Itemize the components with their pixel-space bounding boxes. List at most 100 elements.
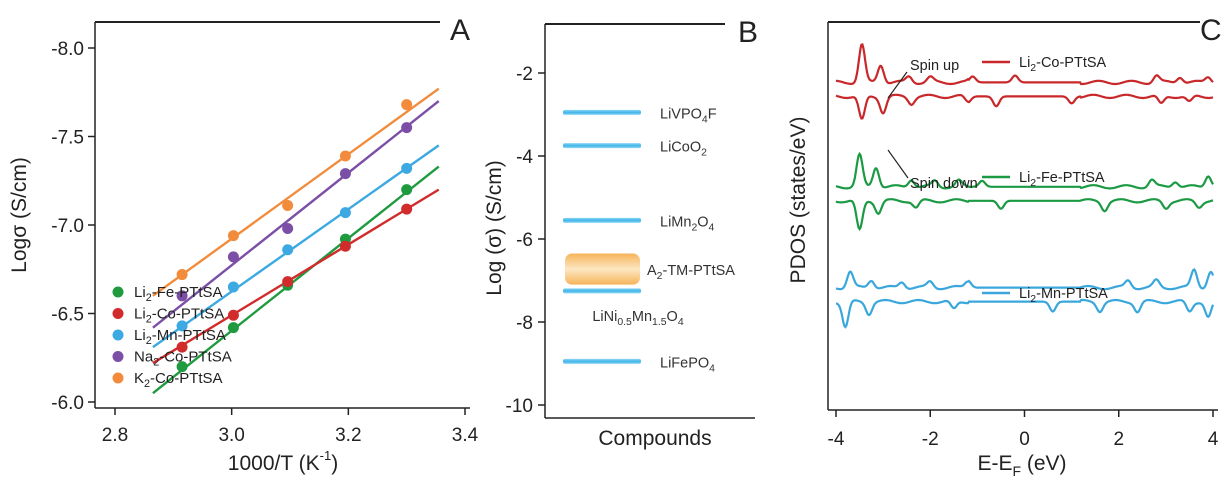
x-tick-label: 3.0 [218,425,244,446]
point-na2-co-pttsa [176,290,188,302]
point-li2-co-pttsa [176,341,188,353]
level-label-lini0-5mn1-5o4-part: 1.5 [652,317,667,328]
legend-label-na2-co-pttsa-part: -Co-PTtSA [159,349,232,366]
panel-c-curves [835,43,1215,329]
point-li2-fe-pttsa [227,322,239,334]
pdos-li2-fe-pttsa-spin-down [835,198,1214,231]
panel-a-x-label: 1000/T (K-1) [228,448,338,475]
band-label-a2-tm-pttsa: A2-TM-PTtSA [647,263,735,282]
spin-down-pointer [887,149,909,179]
panel-b-marks [563,109,641,364]
legend-marker-na2-co-pttsa [112,351,124,362]
panel-c-y-label: PDOS (states/eV) [787,117,810,284]
y-tick-label: -4 [516,147,533,168]
pdos-li2-co-pttsa-spin-down [835,93,1214,120]
level-limn2o4 [563,217,641,223]
legend-label-na2-co-pttsa-part: 2 [153,357,159,369]
point-li2-mn-pttsa [227,281,239,293]
legend-label-li2-mn-pttsa: Li2-Mn-PTtSA [1019,286,1108,305]
panel-b: B -2-4-6-8-10 A2-TM-PTtSALiVPO4FLiCoO2Li… [483,16,758,450]
spin-up-pointer [887,71,908,99]
fit-line-k2-co-pttsa [152,87,440,297]
legend-label-li2-co-pttsa-part: Li [134,306,146,323]
legend-label-li2-fe-pttsa-part: Li [1019,170,1030,186]
level-lini0-5mn1-5o4 [563,288,641,294]
legend-label-li2-co-pttsa: Li2-Co-PTtSA [1019,55,1107,74]
panel-a-legend: Li2-Fe-PTtSALi2-Co-PTtSALi2-Mn-PTtSANa2-… [112,284,232,390]
legend-label-li2-mn-pttsa-part: 2 [146,335,152,347]
y-tick-label: -6 [516,230,533,251]
legend-label-li2-mn-pttsa-part: -Mn-PTtSA [1036,286,1108,302]
point-k2-co-pttsa [227,230,239,242]
x-tick-label: 2 [1113,429,1124,450]
x-tick-label: 0 [1019,429,1030,450]
legend-label-li2-co-pttsa-part: 2 [146,314,152,326]
legend-label-li2-co-pttsa-part: -Co-PTtSA [1036,55,1106,71]
panel-b-y-ticks: -2 -4 -6 -8 -10 [506,64,545,417]
legend-label-li2-co-pttsa-part: Li [1019,55,1030,71]
x-tick-label: -4 [828,429,845,450]
legend-label-k2-co-pttsa-part: 2 [144,378,150,390]
legend-label-li2-mn-pttsa-part: -Mn-PTtSA [152,327,226,344]
legend-label-na2-co-pttsa: Na2-Co-PTtSA [134,349,232,369]
point-li2-mn-pttsa [339,207,351,219]
level-livpo4f [563,109,641,115]
level-label-lini0-5mn1-5o4-part: 4 [678,317,684,328]
level-label-lifepo4: LiFePO4 [660,355,715,374]
level-licoo2 [563,143,641,149]
legend-label-li2-fe-pttsa-part: -Fe-PTtSA [1036,170,1105,186]
level-label-limn2o4-part: O [697,214,708,230]
level-label-livpo4f-part: 4 [702,114,708,125]
legend-label-li2-fe-pttsa-part: 2 [146,292,152,304]
y-tick-label: -10 [506,396,533,417]
legend-label-k2-co-pttsa-part: K [134,370,144,387]
legend-label-li2-co-pttsa-part: -Co-PTtSA [152,306,225,323]
panel-a-y-label: Logσ (S/cm) [8,157,31,273]
legend-label-li2-co-pttsa: Li2-Co-PTtSA [134,306,224,326]
pdos-li2-mn-pttsa-spin-up [835,268,1215,291]
panel-b-labels: A2-TM-PTtSALiVPO4FLiCoO2LiMn2O4LiNi0.5Mn… [592,106,735,374]
panel-a: A -6.0-6.5-7.0-7.5-8.0 2.8 3.0 3.2 3.4 Li2-… [8,14,479,475]
spin-up-annotation: Spin up [910,58,959,74]
legend-label-li2-mn-pttsa-part: Li [134,327,146,344]
level-label-limn2o4-part: 4 [709,222,715,233]
x-tick-label: 3.4 [452,425,479,446]
legend-label-li2-mn-pttsa-part: Li [1019,286,1030,302]
legend-label-li2-co-pttsa-part: 2 [1030,63,1036,74]
level-label-livpo4f: LiVPO4F [660,106,717,125]
legend-label-li2-fe-pttsa-part: Li [134,284,146,301]
point-k2-co-pttsa [401,99,413,111]
level-label-limn2o4-part: LiMn [660,214,691,230]
legend-label-li2-fe-pttsa: Li2-Fe-PTtSA [134,284,223,304]
legend-label-li2-fe-pttsa: Li2-Fe-PTtSA [1019,170,1105,189]
level-label-lini0-5mn1-5o4: LiNi0.5Mn1.5O4 [592,309,683,328]
point-k2-co-pttsa [282,200,294,212]
point-li2-co-pttsa [401,203,413,215]
level-label-licoo2-part: 2 [701,148,707,159]
pdos-li2-co-pttsa-spin-up [835,43,1214,86]
level-label-limn2o4-part: 2 [691,222,697,233]
band-label-a2-tm-pttsa-part: 2 [657,271,663,282]
panel-c-annotations: Spin up Spin down [887,58,978,192]
point-li2-co-pttsa [282,276,294,288]
y-tick-label: -7.0 [51,216,84,237]
y-tick-label: -2 [516,64,533,85]
point-li2-mn-pttsa [282,244,294,256]
legend-label-li2-fe-pttsa-part: 2 [1030,178,1036,189]
panel-a-x-label-main: 1000/T (K [228,452,320,475]
panel-c: C -4 -2 0 2 4 Li2-Co-PTtSALi2-Fe-PTtSALi2-Mn… [787,14,1221,477]
legend-label-k2-co-pttsa: K2-Co-PTtSA [134,370,223,390]
point-na2-co-pttsa [339,168,351,180]
level-lifepo4 [563,358,641,364]
panel-a-points [176,99,413,373]
y-tick-label: -6.0 [51,393,84,414]
y-tick-label: -8.0 [51,39,84,60]
fit-line-na2-co-pttsa [152,100,440,329]
x-tick-label: -2 [922,429,939,450]
y-tick-label: -8 [516,313,533,334]
legend-marker-li2-mn-pttsa [112,329,124,341]
panel-a-letter: A [450,14,470,47]
panel-b-y-label: Log (σ) (S/cm) [483,160,506,295]
